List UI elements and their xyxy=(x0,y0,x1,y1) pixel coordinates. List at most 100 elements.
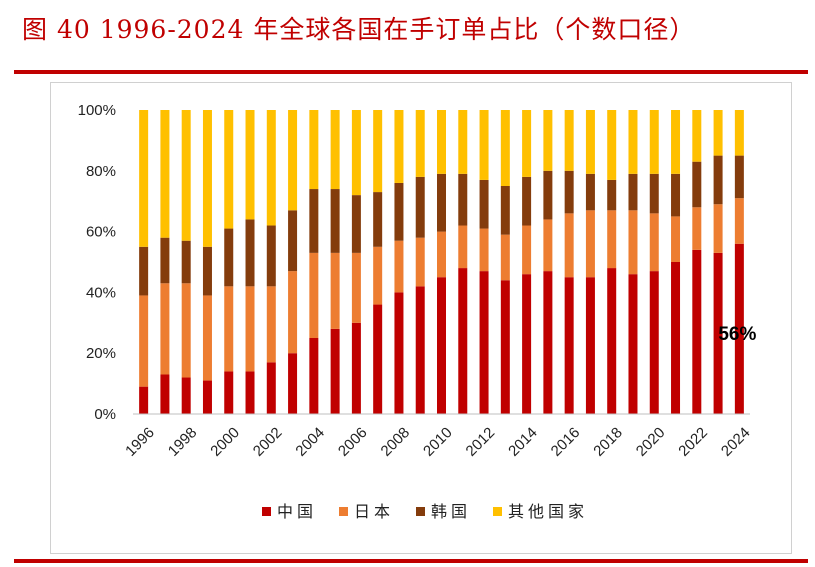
bar-segment xyxy=(522,225,532,275)
x-tick-label: 2000 xyxy=(207,424,243,460)
bar-segment xyxy=(266,362,276,414)
x-tick-label: 2004 xyxy=(292,424,328,460)
bar-segment xyxy=(160,237,170,284)
bar-segment xyxy=(224,371,234,414)
bar-segment xyxy=(351,252,361,323)
legend-swatch xyxy=(416,507,425,516)
bar-segment xyxy=(202,295,212,381)
bar-segment xyxy=(351,322,361,414)
bar-segment xyxy=(734,110,744,156)
title-rule xyxy=(14,70,808,74)
bar-segment xyxy=(330,328,340,414)
x-tick-label: 2008 xyxy=(378,424,414,460)
figure-title: 图 40 1996-2024 年全球各国在手订单占比（个数口径） xyxy=(22,15,696,44)
bar-segment xyxy=(458,173,468,226)
bar-segment xyxy=(607,210,617,269)
bar-segment xyxy=(543,219,553,272)
bar-segment xyxy=(181,110,191,241)
bar-segment xyxy=(564,110,574,171)
bar-segment xyxy=(671,110,681,174)
bar-segment xyxy=(437,110,446,174)
x-tick-label: 2006 xyxy=(335,424,371,460)
bar-segment xyxy=(607,268,617,414)
x-tick-label: 2012 xyxy=(463,424,499,460)
bar-segment xyxy=(479,110,489,180)
x-tick-label: 2010 xyxy=(420,424,456,460)
bar-segment xyxy=(522,110,532,177)
y-tick-label: 60% xyxy=(86,224,116,241)
bar-segment xyxy=(564,170,574,214)
x-tick-label: 2002 xyxy=(250,424,286,460)
bar-segment xyxy=(181,283,191,378)
bar-segment xyxy=(139,295,149,387)
bar-segment xyxy=(628,173,638,211)
bar-segment xyxy=(224,110,234,229)
bar-segment xyxy=(266,286,276,363)
bar-segment xyxy=(692,249,702,414)
bar-segment xyxy=(649,213,659,272)
bar-segment xyxy=(309,338,319,414)
bar-segment xyxy=(373,110,383,193)
bar-segment xyxy=(309,110,319,190)
bar-segment xyxy=(437,277,446,414)
bar-segment xyxy=(394,182,404,241)
bar-segment xyxy=(522,176,532,226)
bar-segment xyxy=(330,110,340,190)
bar-segment xyxy=(479,179,489,229)
x-tick-label: 2014 xyxy=(505,424,541,460)
y-tick-label: 100% xyxy=(78,102,116,119)
bar-segment xyxy=(415,286,425,414)
bar-segment xyxy=(585,277,595,414)
bar-segment xyxy=(479,228,489,272)
bar-segment xyxy=(713,110,723,156)
bar-segment xyxy=(330,189,340,253)
bar-segment xyxy=(139,110,149,247)
bar-segment xyxy=(309,189,319,253)
x-tick-label: 1998 xyxy=(165,424,201,460)
y-tick-label: 0% xyxy=(94,406,116,423)
bar-segment xyxy=(309,252,319,338)
bar-segment xyxy=(160,374,170,414)
bar-segment xyxy=(458,225,468,269)
legend-label: 中国 xyxy=(277,502,317,521)
bar-segment xyxy=(713,252,723,414)
bar-segment xyxy=(500,234,510,281)
bar-segment xyxy=(415,110,425,177)
legend-swatch xyxy=(339,507,348,516)
bottom-rule xyxy=(14,559,808,563)
bar-segment xyxy=(671,173,681,217)
x-tick-label: 2020 xyxy=(633,424,669,460)
legend-label: 韩国 xyxy=(431,502,471,521)
bar-segment xyxy=(245,371,255,414)
legend-label: 其他国家 xyxy=(508,502,588,521)
bar-segment xyxy=(671,216,681,262)
x-tick-label: 2024 xyxy=(718,424,754,460)
bar-segment xyxy=(692,161,702,208)
annotation-label: 56% xyxy=(718,324,756,345)
y-tick-label: 80% xyxy=(86,163,116,180)
bar-segment xyxy=(288,210,298,272)
bar-segment xyxy=(585,173,595,211)
bar-segment xyxy=(245,110,255,220)
bar-segment xyxy=(607,110,617,180)
x-tick-label: 2018 xyxy=(590,424,626,460)
bar-segment xyxy=(351,195,361,253)
x-tick-label: 2022 xyxy=(675,424,711,460)
x-tick-label: 2016 xyxy=(548,424,584,460)
bar-segment xyxy=(202,110,212,247)
bar-segment xyxy=(245,286,255,372)
bar-segment xyxy=(522,274,532,414)
bar-segment xyxy=(394,110,404,183)
bar-segment xyxy=(585,110,595,174)
bar-segment xyxy=(628,274,638,414)
bar-segment xyxy=(181,240,191,284)
bar-segment xyxy=(713,204,723,253)
bar-segment xyxy=(500,280,510,414)
bar-segment xyxy=(288,271,298,354)
bar-segment xyxy=(373,304,383,414)
bar-segment xyxy=(564,213,574,278)
legend-swatch xyxy=(493,507,502,516)
bar-segment xyxy=(479,271,489,414)
bar-segment xyxy=(181,377,191,414)
bar-segment xyxy=(330,252,340,329)
